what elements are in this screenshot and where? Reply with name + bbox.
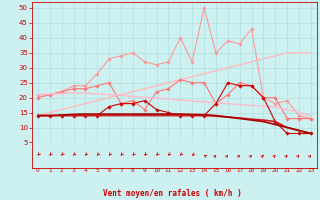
- Text: Vent moyen/en rafales ( km/h ): Vent moyen/en rafales ( km/h ): [103, 189, 242, 198]
